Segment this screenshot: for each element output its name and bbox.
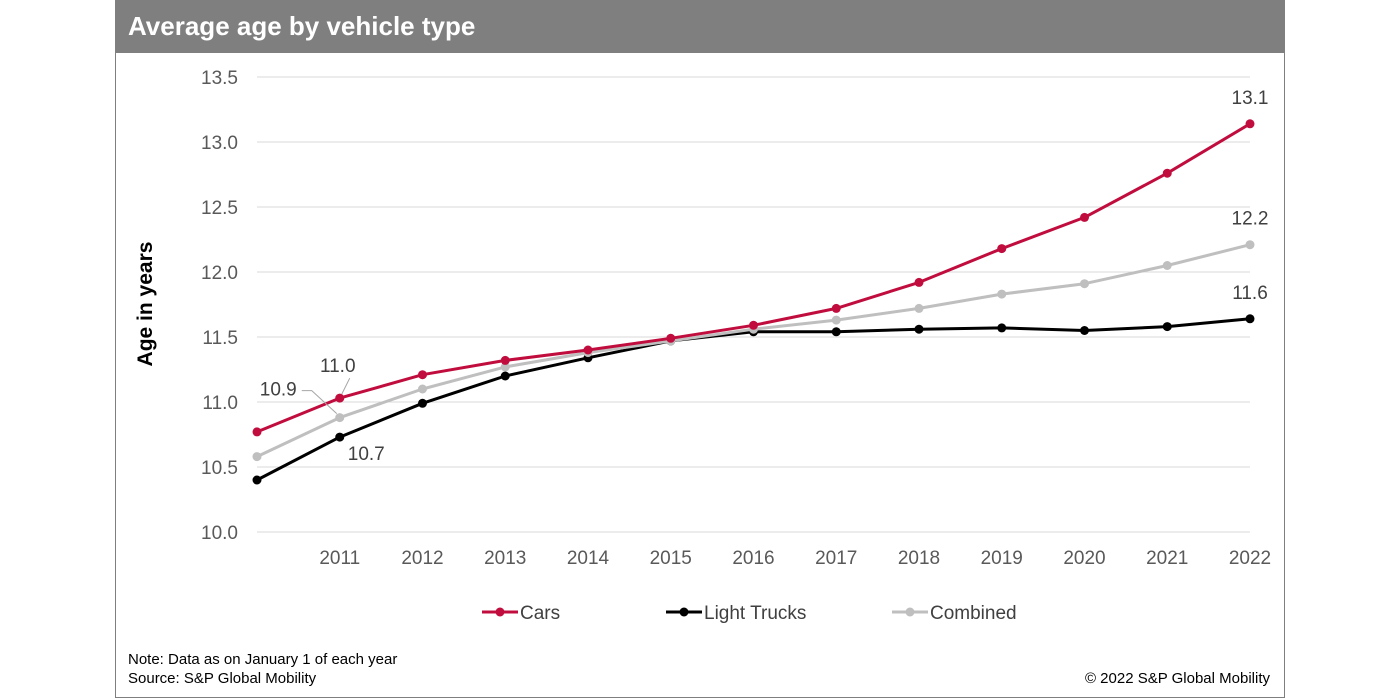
x-tick-label: 2017	[815, 548, 857, 569]
chart-note: Note: Data as on January 1 of each year	[128, 651, 398, 668]
data-point-cars	[749, 320, 758, 330]
data-point-combined	[500, 362, 510, 372]
chart-source: Source: S&P Global Mobility	[128, 670, 317, 687]
data-point-light-trucks	[1245, 314, 1255, 324]
data-point-combined	[1080, 279, 1089, 289]
title-bar: Average age by vehicle type	[116, 1, 1284, 53]
data-point-light-trucks	[1080, 326, 1089, 335]
data-label: 10.9	[260, 380, 297, 401]
data-point-light-trucks	[831, 327, 841, 337]
x-tick-label: 2022	[1229, 548, 1271, 569]
data-label: 10.7	[348, 444, 385, 465]
data-point-combined	[335, 413, 345, 423]
data-point-cars	[914, 277, 924, 287]
data-point-combined	[914, 303, 924, 313]
data-point-cars	[997, 244, 1007, 254]
chart-title: Average age by vehicle type	[128, 11, 476, 41]
data-point-combined	[1245, 240, 1255, 250]
data-point-light-trucks	[418, 398, 427, 408]
data-point-light-trucks	[997, 323, 1007, 333]
legend-marker	[495, 607, 505, 617]
data-point-cars	[1080, 212, 1089, 222]
data-point-cars	[1162, 168, 1172, 178]
leader-line	[301, 390, 338, 414]
data-point-combined	[831, 315, 841, 325]
y-tick-label: 10.0	[201, 523, 238, 544]
data-point-cars	[831, 303, 841, 313]
data-point-cars	[252, 427, 262, 437]
y-tick-label: 12.0	[201, 263, 238, 284]
data-point-light-trucks	[335, 432, 345, 442]
data-label: 13.1	[1232, 88, 1269, 109]
data-point-cars	[1245, 119, 1255, 129]
data-point-cars	[418, 370, 427, 380]
data-point-light-trucks	[914, 324, 924, 334]
y-tick-label: 11.5	[202, 328, 238, 349]
data-point-cars	[666, 333, 676, 343]
legend-marker	[679, 607, 689, 617]
legend-label: Cars	[520, 603, 560, 624]
x-tick-label: 2016	[732, 548, 774, 569]
x-tick-label: 2018	[898, 548, 940, 569]
legend-label: Light Trucks	[704, 603, 806, 624]
data-point-cars	[335, 393, 345, 403]
y-tick-label: 13.0	[201, 133, 238, 154]
data-label: 12.2	[1232, 209, 1269, 230]
line-chart: 10.0 10.5 11.0 11.5 12.0 12.5 13.0 13.5 2011 2012…	[134, 68, 1271, 624]
x-tick-label: 2015	[650, 548, 692, 569]
data-point-cars	[500, 355, 510, 365]
data-point-combined	[997, 289, 1007, 299]
data-point-cars	[583, 345, 593, 355]
copyright: © 2022 S&P Global Mobility	[1084, 670, 1270, 687]
y-tick-label: 13.5	[201, 68, 238, 89]
data-point-light-trucks	[500, 371, 510, 381]
legend-label: Combined	[930, 603, 1017, 624]
x-tick-label: 2011	[319, 548, 360, 569]
data-label: 11.6	[1232, 283, 1268, 304]
x-tick-label: 2020	[1063, 548, 1105, 569]
x-tick-label: 2014	[567, 548, 610, 569]
series-line-cars	[256, 122, 1251, 434]
series-line-combined	[256, 243, 1251, 458]
data-label: 11.0	[320, 356, 356, 377]
data-point-combined	[418, 384, 427, 394]
y-axis-label: Age in years	[134, 242, 157, 367]
data-point-light-trucks	[1162, 322, 1172, 332]
legend-marker	[905, 607, 915, 617]
chart-frame: Average age by vehicle type 10.0 10.5 11.0…	[115, 0, 1285, 698]
y-tick-label: 11.0	[202, 393, 238, 414]
x-tick-label: 2012	[401, 548, 443, 569]
series-line-light-trucks	[256, 317, 1251, 482]
leader-line	[341, 377, 351, 395]
data-point-combined	[1162, 261, 1172, 270]
x-tick-label: 2021	[1146, 548, 1188, 569]
x-tick-label: 2013	[484, 548, 526, 569]
data-point-light-trucks	[252, 475, 262, 485]
y-tick-label: 10.5	[201, 458, 238, 479]
y-tick-label: 12.5	[201, 198, 238, 219]
x-tick-label: 2019	[981, 548, 1023, 569]
data-point-combined	[252, 452, 262, 462]
